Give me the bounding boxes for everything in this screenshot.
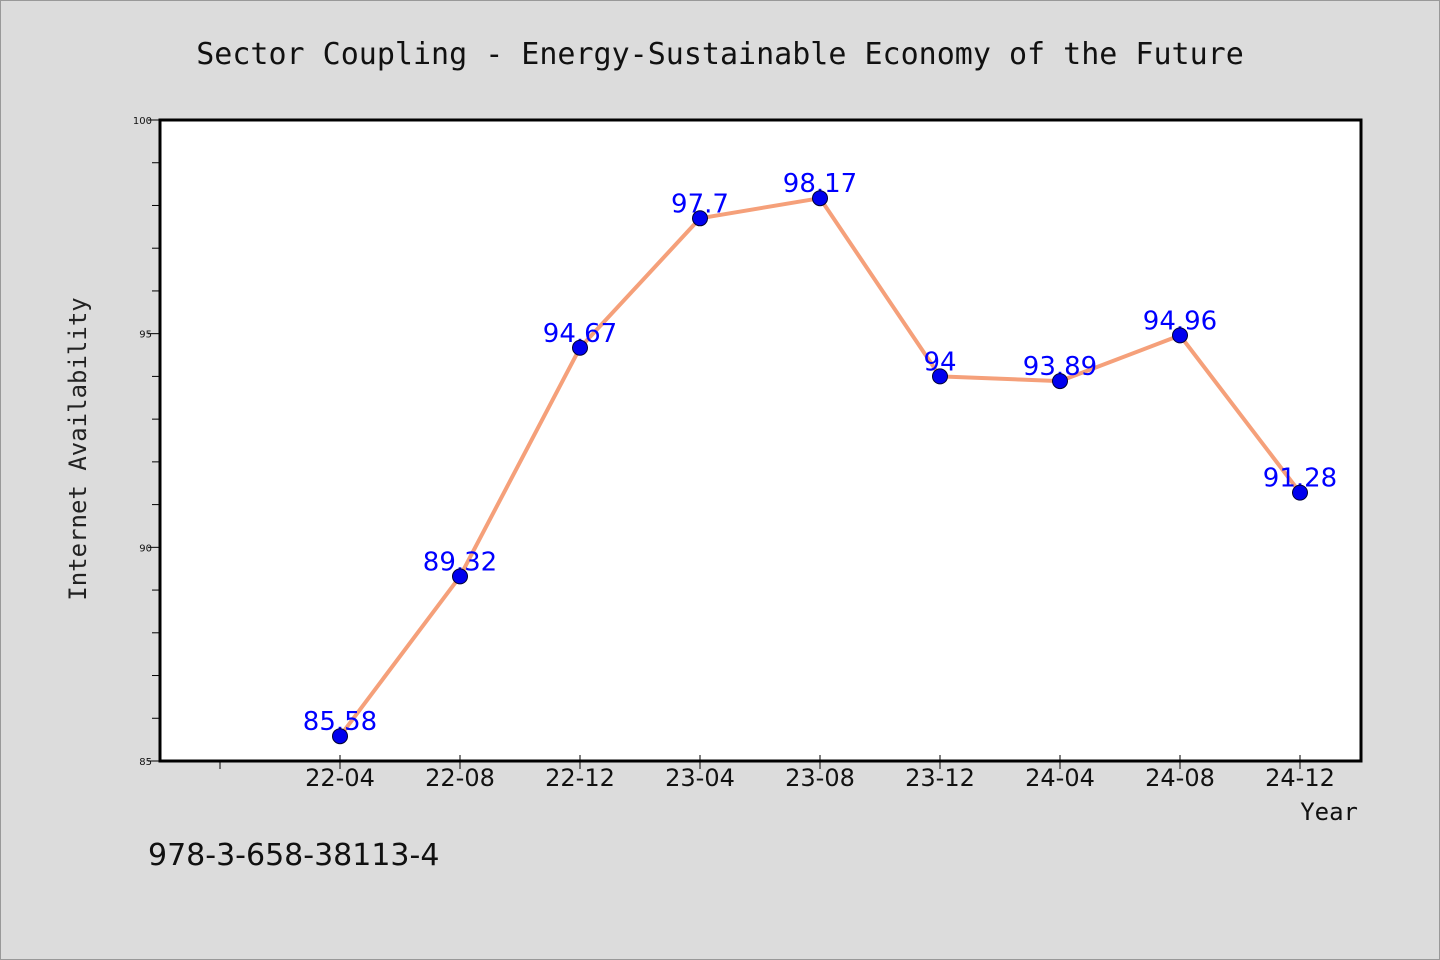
x-tick-label: 23-08 [785,764,855,792]
data-point[interactable] [332,728,348,745]
data-point[interactable] [1172,327,1188,344]
x-tick-label: 22-04 [305,764,375,792]
plot-area [160,120,1361,761]
y-tick-label: 85 [139,757,152,768]
y-tick-label: 90 [139,543,152,554]
chart-title: Sector Coupling - Energy-Sustainable Eco… [196,37,1244,72]
x-tick-label: 24-12 [1265,764,1335,792]
y-tick-label: 100 [133,116,152,127]
data-point[interactable] [692,210,708,227]
plot-frame [158,118,1363,763]
x-tick-label: 23-12 [905,764,975,792]
data-point[interactable] [572,339,588,356]
data-point[interactable] [1292,484,1308,501]
data-point[interactable] [452,568,468,585]
axis-ticks: 85 90 95 100 22-04 22-08 22-12 23-04 23-08 23-12 2… [133,116,1335,792]
data-point[interactable] [812,190,828,207]
x-tick-label: 23-04 [665,764,735,792]
data-point[interactable] [1052,373,1068,390]
x-tick-label: 24-08 [1145,764,1215,792]
x-tick-label: 24-04 [1025,764,1095,792]
x-tick-label: 22-08 [425,764,495,792]
x-tick-label: 22-12 [545,764,615,792]
footer-isbn: 978-3-658-38113-4 [148,838,439,873]
y-axis-label: Internet Availability [64,297,92,600]
x-axis-label: Year [1300,798,1358,826]
y-tick-label: 95 [139,330,152,341]
data-point[interactable] [932,368,948,385]
